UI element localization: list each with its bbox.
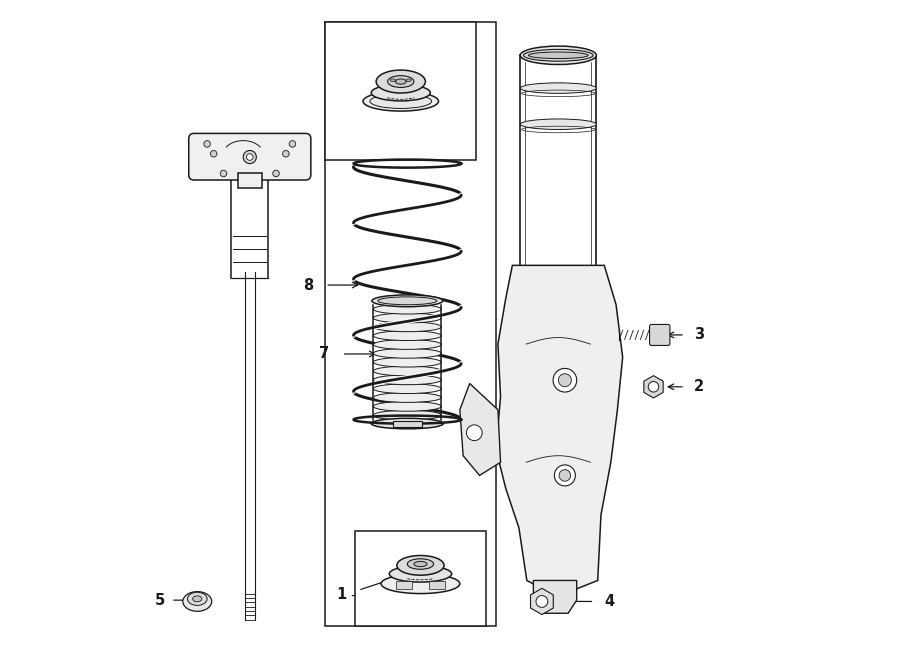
Text: 6: 6 <box>198 156 209 171</box>
Circle shape <box>289 140 296 147</box>
Polygon shape <box>530 589 554 614</box>
Polygon shape <box>496 265 623 594</box>
Ellipse shape <box>374 313 442 323</box>
Ellipse shape <box>388 75 414 87</box>
Ellipse shape <box>378 297 436 305</box>
Ellipse shape <box>414 561 427 567</box>
Ellipse shape <box>395 79 406 84</box>
Circle shape <box>273 170 279 177</box>
Text: 2: 2 <box>694 379 705 395</box>
Ellipse shape <box>374 322 442 332</box>
Ellipse shape <box>374 393 442 402</box>
Ellipse shape <box>193 596 202 602</box>
Circle shape <box>558 374 572 387</box>
Ellipse shape <box>374 340 442 350</box>
Text: 7: 7 <box>320 346 329 361</box>
Ellipse shape <box>374 402 442 411</box>
Circle shape <box>243 150 256 164</box>
Bar <box>396 581 412 589</box>
Bar <box>325 23 476 160</box>
Circle shape <box>536 596 548 607</box>
Text: -: - <box>350 587 356 602</box>
Ellipse shape <box>520 119 597 130</box>
Text: 3: 3 <box>694 328 705 342</box>
Ellipse shape <box>374 357 442 367</box>
Ellipse shape <box>520 83 597 93</box>
Bar <box>393 421 422 428</box>
FancyBboxPatch shape <box>650 324 670 346</box>
Ellipse shape <box>374 384 442 393</box>
Bar <box>238 173 262 188</box>
Circle shape <box>648 381 659 392</box>
Ellipse shape <box>371 85 430 101</box>
Circle shape <box>554 369 577 392</box>
Ellipse shape <box>371 418 444 429</box>
Ellipse shape <box>374 366 442 376</box>
Ellipse shape <box>381 574 460 594</box>
Ellipse shape <box>374 305 442 314</box>
Circle shape <box>211 150 217 157</box>
Ellipse shape <box>374 331 442 340</box>
Ellipse shape <box>372 295 443 307</box>
Polygon shape <box>644 375 663 398</box>
Polygon shape <box>534 581 577 613</box>
Text: 8: 8 <box>303 277 313 293</box>
Ellipse shape <box>520 46 597 64</box>
Bar <box>429 581 445 589</box>
FancyBboxPatch shape <box>189 134 310 180</box>
Circle shape <box>247 154 253 160</box>
Ellipse shape <box>406 79 411 81</box>
Bar <box>355 531 486 626</box>
Ellipse shape <box>183 592 212 611</box>
Ellipse shape <box>524 50 593 61</box>
Ellipse shape <box>374 375 442 385</box>
Ellipse shape <box>390 565 452 582</box>
Ellipse shape <box>652 330 666 340</box>
Circle shape <box>203 140 211 147</box>
Ellipse shape <box>376 70 426 93</box>
Ellipse shape <box>363 91 438 111</box>
Circle shape <box>466 425 482 441</box>
Text: 4: 4 <box>604 594 615 609</box>
Polygon shape <box>460 383 500 475</box>
Text: 5: 5 <box>155 592 165 608</box>
Bar <box>325 23 496 626</box>
Ellipse shape <box>187 592 207 605</box>
Ellipse shape <box>391 79 395 81</box>
Ellipse shape <box>528 52 589 58</box>
Circle shape <box>220 170 227 177</box>
Ellipse shape <box>370 94 432 109</box>
Ellipse shape <box>374 410 442 420</box>
Ellipse shape <box>397 555 444 575</box>
Ellipse shape <box>408 559 434 569</box>
Circle shape <box>559 469 571 481</box>
Text: 1: 1 <box>337 587 347 602</box>
Circle shape <box>554 465 575 486</box>
Circle shape <box>283 150 289 157</box>
Ellipse shape <box>374 348 442 358</box>
